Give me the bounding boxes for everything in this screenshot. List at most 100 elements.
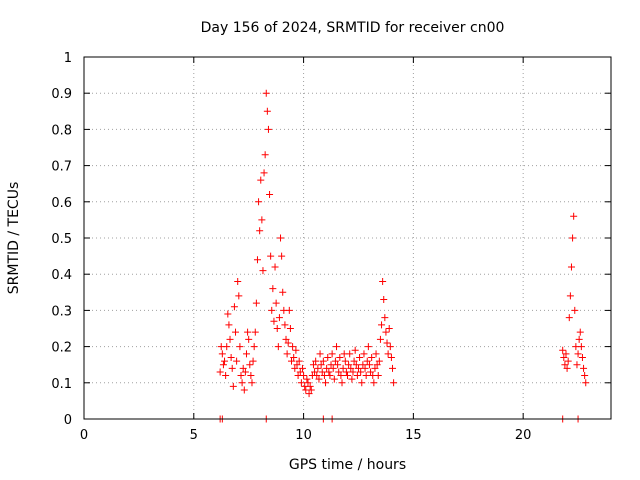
- x-tick-label: 0: [80, 428, 88, 443]
- y-axis-label: SRMTID / TECUs: [6, 182, 22, 295]
- y-tick-label: 0.2: [51, 341, 72, 356]
- data-point: [281, 321, 289, 329]
- data-point: [252, 299, 260, 307]
- data-point: [277, 234, 285, 242]
- data-point: [273, 325, 281, 332]
- data-point: [562, 350, 570, 358]
- data-point: [565, 314, 573, 322]
- data-point: [258, 216, 266, 224]
- data-point: [336, 353, 344, 361]
- data-point: [382, 328, 390, 336]
- data-point: [270, 317, 278, 325]
- data-point: [364, 343, 372, 351]
- data-point: [240, 386, 248, 394]
- data-point: [330, 375, 338, 383]
- data-point: [261, 151, 269, 159]
- data-point: [345, 361, 353, 369]
- data-point: [260, 169, 268, 177]
- data-point: [262, 89, 270, 97]
- data-point: [291, 364, 299, 372]
- data-point: [233, 357, 241, 365]
- data-point: [219, 361, 227, 369]
- data-point: [368, 353, 376, 361]
- data-point: [289, 343, 297, 351]
- data-point: [259, 267, 267, 275]
- data-point: [304, 379, 312, 387]
- data-point: [571, 306, 579, 314]
- y-tick-label: 0.7: [51, 160, 72, 175]
- data-point: [582, 379, 590, 387]
- y-tick-label: 0.9: [51, 87, 72, 102]
- data-point: [335, 368, 343, 376]
- data-point: [285, 306, 293, 314]
- data-point: [247, 372, 255, 380]
- y-tick-label: 0.5: [51, 232, 72, 247]
- grid-layer: [84, 57, 611, 419]
- data-point: [268, 306, 276, 314]
- data-point: [218, 350, 226, 358]
- data-point: [279, 288, 287, 296]
- data-point: [363, 357, 371, 365]
- data-point: [245, 335, 253, 343]
- data-point: [327, 361, 335, 369]
- data-point: [564, 357, 572, 365]
- data-point: [346, 350, 354, 358]
- x-tick-label: 20: [515, 428, 532, 443]
- data-point: [347, 364, 355, 372]
- data-point: [361, 364, 369, 372]
- data-point: [581, 372, 589, 380]
- data-point: [317, 361, 325, 369]
- data-point: [251, 328, 259, 336]
- y-tick-label: 0.3: [51, 304, 72, 319]
- data-point: [315, 375, 323, 383]
- y-tick-label: 0.8: [51, 123, 72, 138]
- data-point: [319, 357, 327, 365]
- data-point: [559, 346, 567, 354]
- data-point: [255, 198, 263, 206]
- data-point: [225, 321, 233, 329]
- data-point: [352, 361, 360, 369]
- data-point: [348, 375, 356, 383]
- data-point: [384, 350, 392, 358]
- data-point: [575, 335, 583, 343]
- data-point: [376, 335, 384, 343]
- data-point: [341, 357, 349, 365]
- data-point: [224, 310, 232, 318]
- data-point: [573, 361, 581, 369]
- data-point: [228, 364, 236, 372]
- data-point: [387, 353, 395, 361]
- y-tick-label: 0.1: [51, 377, 72, 392]
- data-point: [351, 346, 359, 354]
- data-point: [286, 325, 294, 332]
- data-point: [576, 328, 584, 336]
- data-point: [577, 343, 585, 351]
- data-point: [380, 296, 388, 304]
- data-point: [300, 372, 308, 380]
- data-point: [569, 234, 577, 242]
- data-point: [246, 361, 254, 369]
- data-point: [269, 285, 277, 293]
- data-point: [263, 107, 271, 115]
- x-axis-label: GPS time / hours: [289, 457, 406, 473]
- data-point: [563, 364, 571, 372]
- data-point: [318, 368, 326, 376]
- data-point: [316, 350, 324, 358]
- data-point: [271, 263, 279, 271]
- data-point: [235, 292, 243, 300]
- data-point: [290, 353, 298, 361]
- data-point: [359, 361, 367, 369]
- data-point: [574, 350, 582, 358]
- data-point: [383, 339, 391, 347]
- data-point: [362, 372, 370, 380]
- data-point: [266, 191, 274, 199]
- data-point: [307, 386, 315, 394]
- plot-frame: [83, 56, 612, 420]
- y-tick-label: 0: [64, 413, 72, 428]
- data-point: [337, 372, 345, 380]
- data-point: [323, 364, 331, 372]
- data-point: [282, 335, 290, 343]
- data-point: [278, 252, 286, 260]
- data-point: [312, 357, 320, 365]
- data-point: [314, 364, 322, 372]
- points-layer: [216, 89, 590, 423]
